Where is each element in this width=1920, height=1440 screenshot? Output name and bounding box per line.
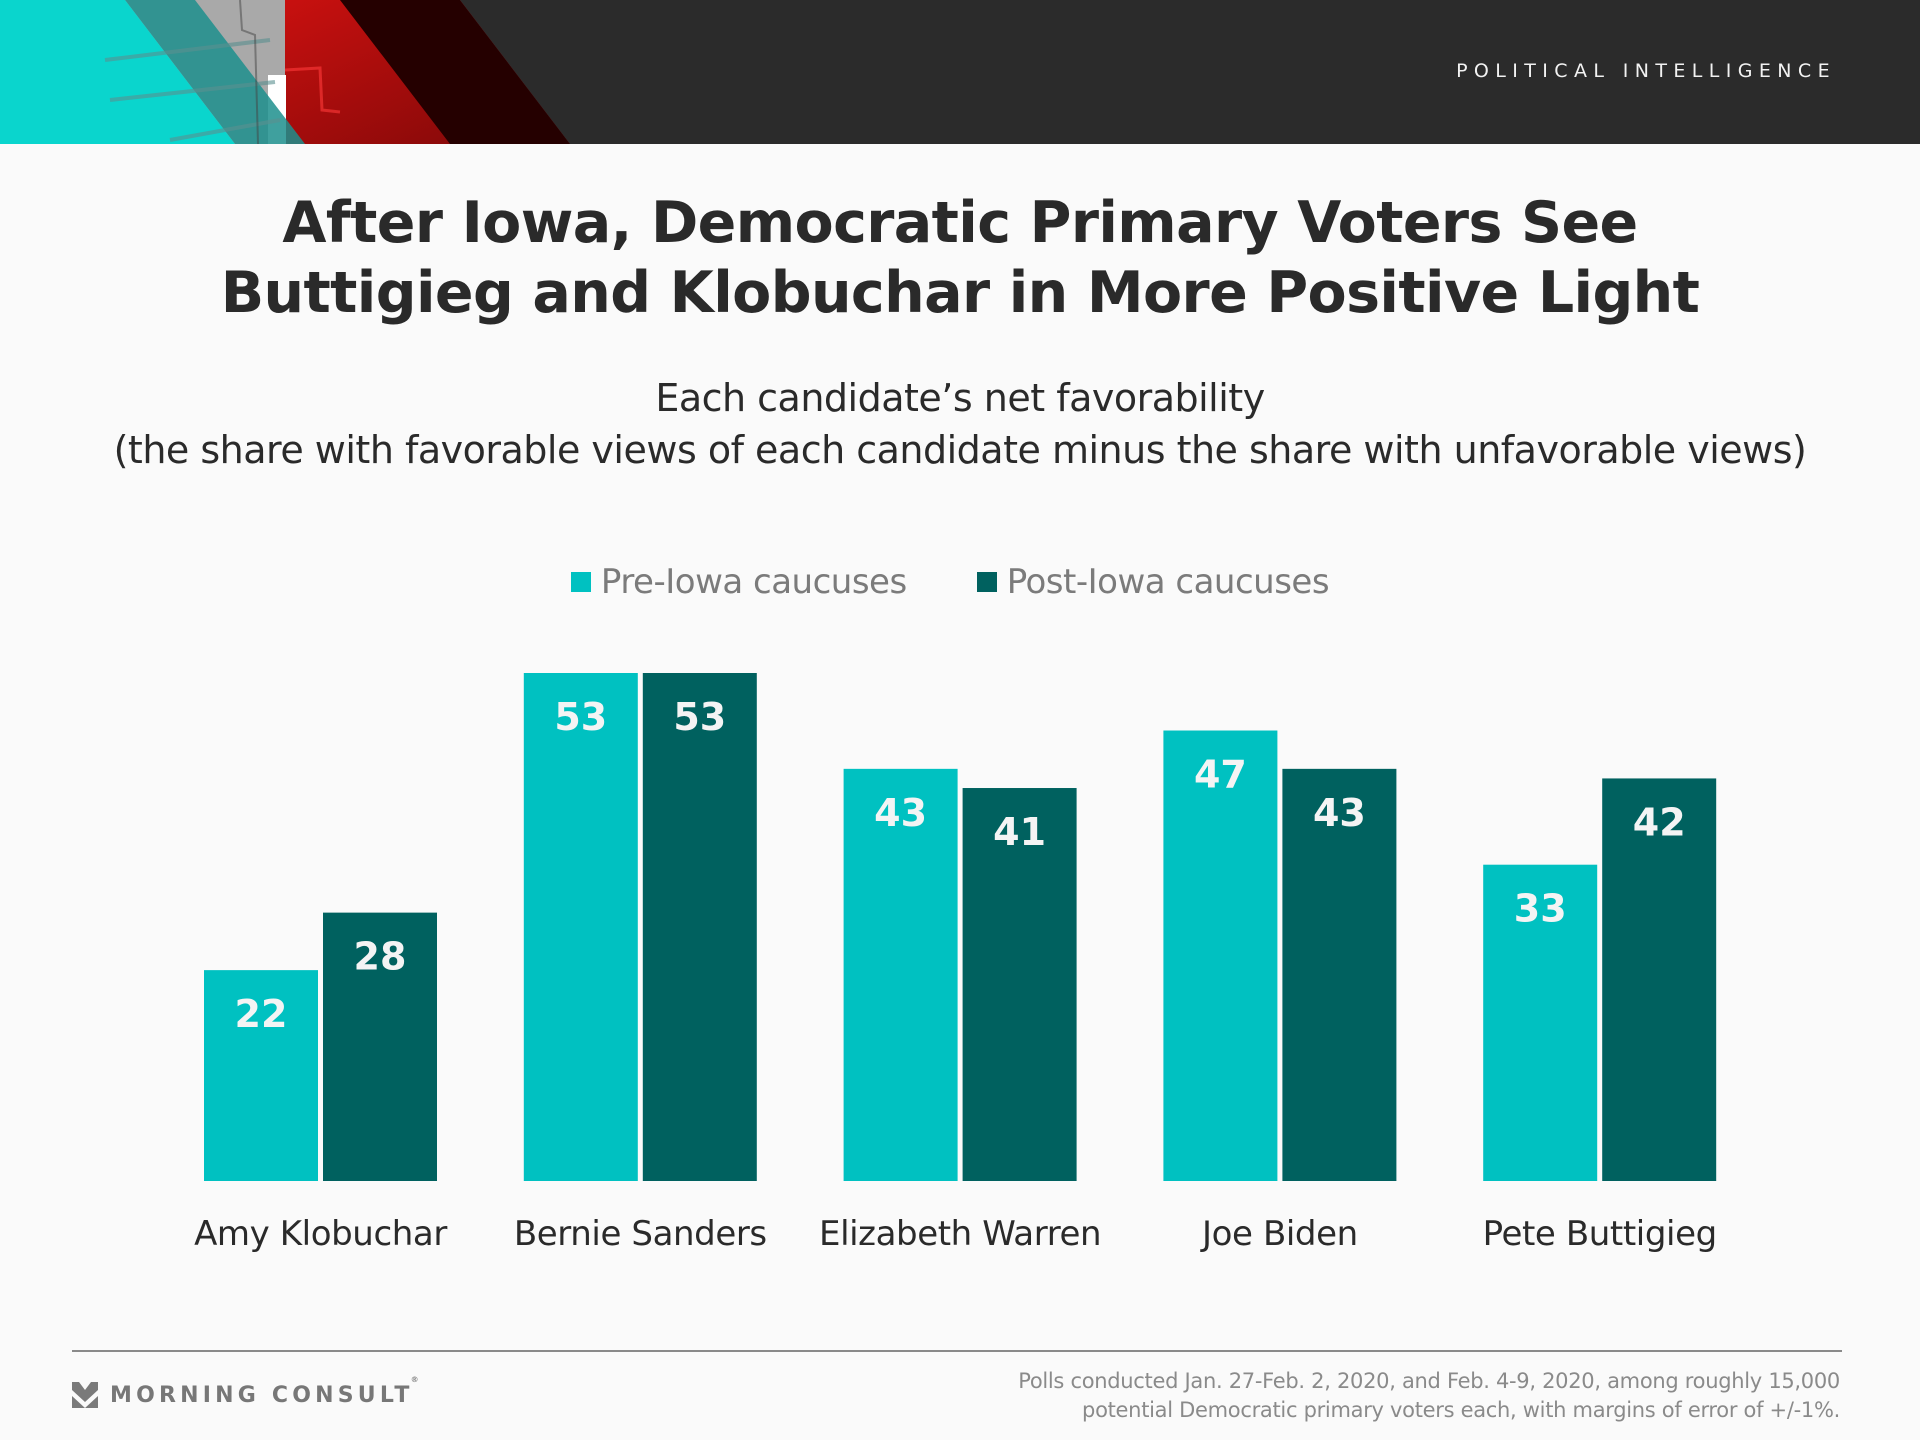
- bar-post-iowa: [962, 788, 1077, 1181]
- category-label: Joe Biden: [1200, 1214, 1358, 1254]
- legend-item-pre: Pre-Iowa caucuses: [570, 562, 907, 602]
- data-label: 41: [993, 810, 1046, 854]
- source-line: potential Democratic primary voters each…: [1082, 1398, 1840, 1422]
- data-label: 33: [1514, 887, 1567, 931]
- data-label: 43: [1313, 791, 1366, 835]
- bar-post-iowa: [1602, 778, 1717, 1181]
- bar-pre-iowa: [204, 970, 318, 1181]
- source-line: Polls conducted Jan. 27-Feb. 2, 2020, an…: [1018, 1369, 1840, 1393]
- title-line: Buttigieg and Klobuchar in More Positive…: [220, 260, 1700, 326]
- bar-pre-iowa: [523, 673, 638, 1181]
- bar-group: 43 41 Elizabeth Warren: [819, 768, 1102, 1254]
- legend-label-pre: Pre-Iowa caucuses: [600, 562, 907, 602]
- category-label: Bernie Sanders: [514, 1214, 767, 1254]
- subtitle-line: (the share with favorable views of each …: [113, 428, 1807, 472]
- bar-post-iowa: [1282, 768, 1397, 1181]
- morning-consult-logo: MORNING CONSULT®: [72, 1375, 423, 1408]
- data-label: 47: [1194, 753, 1247, 797]
- data-label: 22: [235, 992, 288, 1036]
- subtitle-line: Each candidate’s net favorability: [655, 376, 1265, 420]
- chart-subtitle: Each candidate’s net favorability (the s…: [0, 372, 1920, 476]
- category-label: Amy Klobuchar: [194, 1214, 447, 1254]
- data-label: 42: [1633, 800, 1686, 844]
- morning-consult-logo-icon: [72, 1382, 98, 1408]
- logo-text: MORNING CONSULT®: [110, 1375, 423, 1408]
- data-label: 53: [554, 695, 607, 739]
- logo-wordmark: MORNING CONSULT: [110, 1382, 414, 1408]
- legend-swatch-post: [976, 572, 997, 592]
- bar-group: 53 53 Bernie Sanders: [514, 673, 767, 1254]
- legend-label-post: Post-Iowa caucuses: [1006, 562, 1330, 602]
- chart-title: After Iowa, Democratic Primary Voters Se…: [0, 188, 1920, 328]
- title-line: After Iowa, Democratic Primary Voters Se…: [282, 190, 1638, 256]
- source-note: Polls conducted Jan. 27-Feb. 2, 2020, an…: [1018, 1367, 1840, 1425]
- legend-item-post: Post-Iowa caucuses: [976, 562, 1330, 602]
- data-label: 28: [354, 935, 407, 979]
- data-label: 43: [874, 791, 927, 835]
- footer-divider: [72, 1350, 1842, 1352]
- data-label: 53: [673, 695, 726, 739]
- bar-pre-iowa: [843, 768, 958, 1181]
- legend-swatch-pre: [570, 572, 591, 592]
- category-label: Pete Buttigieg: [1483, 1214, 1717, 1254]
- banner-artwork: [0, 0, 1920, 144]
- bar-post-iowa: [642, 673, 757, 1181]
- bar-pre-iowa: [1163, 730, 1278, 1181]
- bar-pre-iowa: [1483, 864, 1598, 1181]
- chart-legend: Pre-Iowa caucuses Post-Iowa caucuses: [0, 562, 1910, 602]
- bar-post-iowa: [323, 912, 437, 1181]
- bar-group: 47 43 Joe Biden: [1163, 730, 1397, 1254]
- header-banner: POLITICAL INTELLIGENCE: [0, 0, 1920, 144]
- bar-group: 22 28 Amy Klobuchar: [194, 912, 448, 1254]
- bar-group: 33 42 Pete Buttigieg: [1483, 778, 1717, 1254]
- category-label: Elizabeth Warren: [819, 1214, 1101, 1254]
- registered-mark: ®: [410, 1374, 423, 1384]
- brand-label: POLITICAL INTELLIGENCE: [1456, 60, 1836, 82]
